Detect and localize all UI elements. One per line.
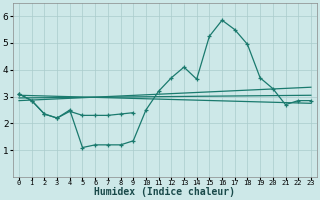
X-axis label: Humidex (Indice chaleur): Humidex (Indice chaleur) — [94, 187, 236, 197]
